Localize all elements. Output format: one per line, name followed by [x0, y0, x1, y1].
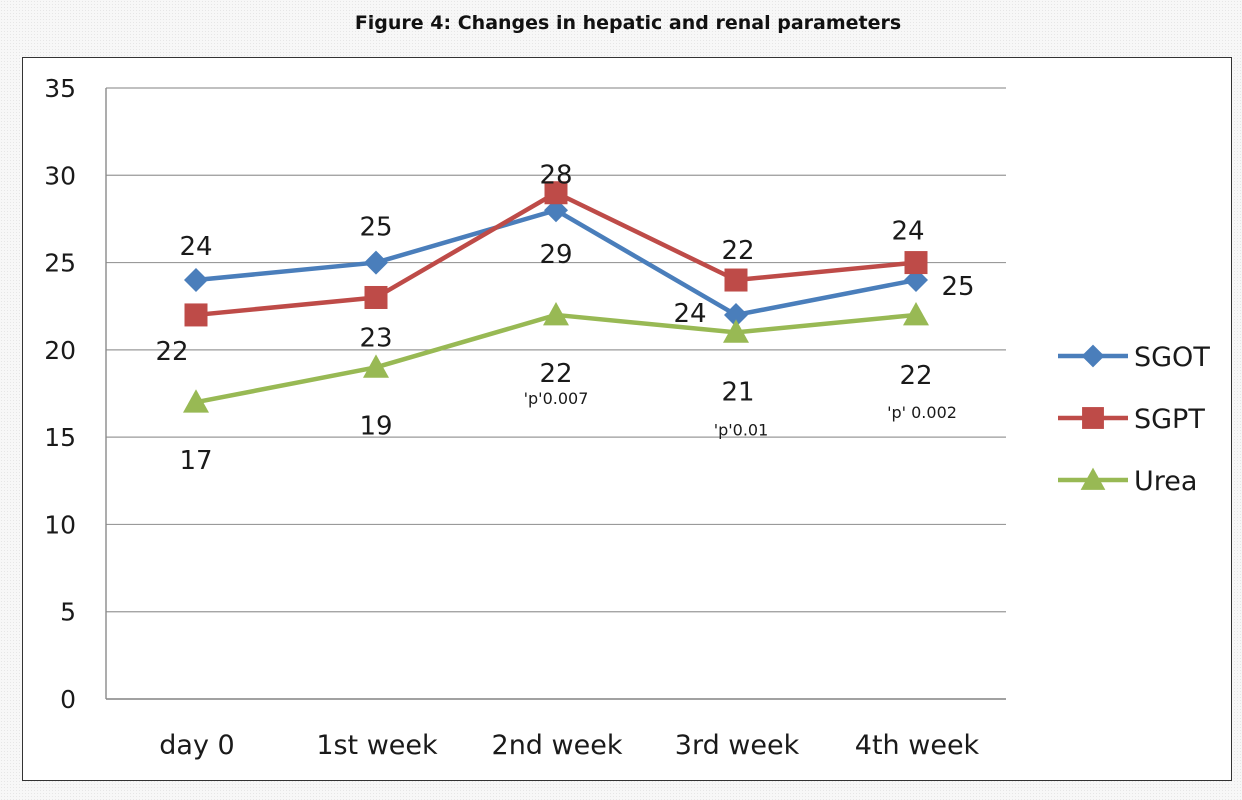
- data-label-sgpt: 22: [721, 236, 754, 266]
- legend-marker-sgpt: [1082, 407, 1104, 429]
- x-tick-label: 4th week: [855, 730, 980, 761]
- data-label-urea: 17: [179, 446, 212, 476]
- data-point-urea: [363, 354, 389, 378]
- data-point-urea: [723, 319, 749, 343]
- data-label-sgpt: 24: [891, 217, 924, 247]
- data-point-sgot: [724, 302, 748, 327]
- data-point-sgpt: [184, 303, 208, 327]
- data-label-sgot: 29: [539, 240, 572, 270]
- legend-marker-sgot: [1081, 344, 1105, 368]
- data-point-sgot: [364, 250, 388, 275]
- data-point-sgpt: [364, 285, 388, 309]
- chart-frame: [22, 57, 1232, 781]
- p-value-annotation: 'p'0.01: [714, 420, 769, 439]
- legend-label-urea: Urea: [1134, 466, 1197, 497]
- y-tick-label: 5: [60, 598, 76, 627]
- gridlines: [105, 87, 1006, 700]
- data-label-sgpt: 28: [539, 161, 572, 191]
- data-point-sgot: [184, 268, 208, 293]
- p-value-annotation: 'p' 0.002: [887, 403, 957, 422]
- data-point-sgpt: [904, 251, 928, 275]
- y-tick-label: 10: [44, 510, 76, 539]
- data-label-sgpt: 23: [359, 323, 392, 353]
- x-tick-label: day 0: [159, 730, 234, 761]
- x-tick-label: 1st week: [316, 730, 438, 761]
- x-tick-label: 3rd week: [675, 730, 800, 761]
- data-label-sgpt: 22: [155, 337, 188, 367]
- figure-title: Figure 4: Changes in hepatic and renal p…: [354, 12, 902, 34]
- y-tick-label: 35: [44, 74, 76, 103]
- legend: SGOT SGPT Urea: [1058, 342, 1210, 497]
- data-point-urea: [183, 389, 209, 413]
- data-label-urea: 19: [359, 411, 392, 441]
- data-label-urea: 22: [539, 359, 572, 389]
- legend-label-sgpt: SGPT: [1134, 404, 1205, 435]
- data-label-sgot: 25: [941, 272, 974, 302]
- axis-labels: 0 5 10 15 20 25 30 35 day 0 1st week 2nd week 3rd w…: [44, 74, 979, 761]
- legend-marker-urea: [1080, 467, 1106, 490]
- y-tick-label: 25: [44, 249, 76, 278]
- y-tick-label: 20: [44, 336, 76, 365]
- series-markers: [183, 181, 929, 413]
- data-label-urea: 22: [899, 361, 932, 391]
- p-value-annotation: 'p'0.007: [524, 389, 589, 408]
- y-tick-label: 30: [44, 161, 76, 190]
- data-point-urea: [903, 301, 929, 326]
- data-label-urea: 21: [721, 377, 754, 407]
- data-point-urea: [543, 301, 569, 326]
- y-tick-label: 0: [60, 685, 76, 714]
- data-label-sgot: 25: [359, 213, 392, 243]
- data-point-sgpt: [724, 268, 748, 292]
- y-tick-label: 15: [44, 423, 76, 452]
- data-label-sgot: 24: [673, 299, 706, 329]
- x-tick-label: 2nd week: [492, 730, 623, 761]
- data-label-sgot: 24: [179, 232, 212, 262]
- data-point-sgpt: [544, 181, 568, 205]
- legend-label-sgot: SGOT: [1134, 342, 1210, 373]
